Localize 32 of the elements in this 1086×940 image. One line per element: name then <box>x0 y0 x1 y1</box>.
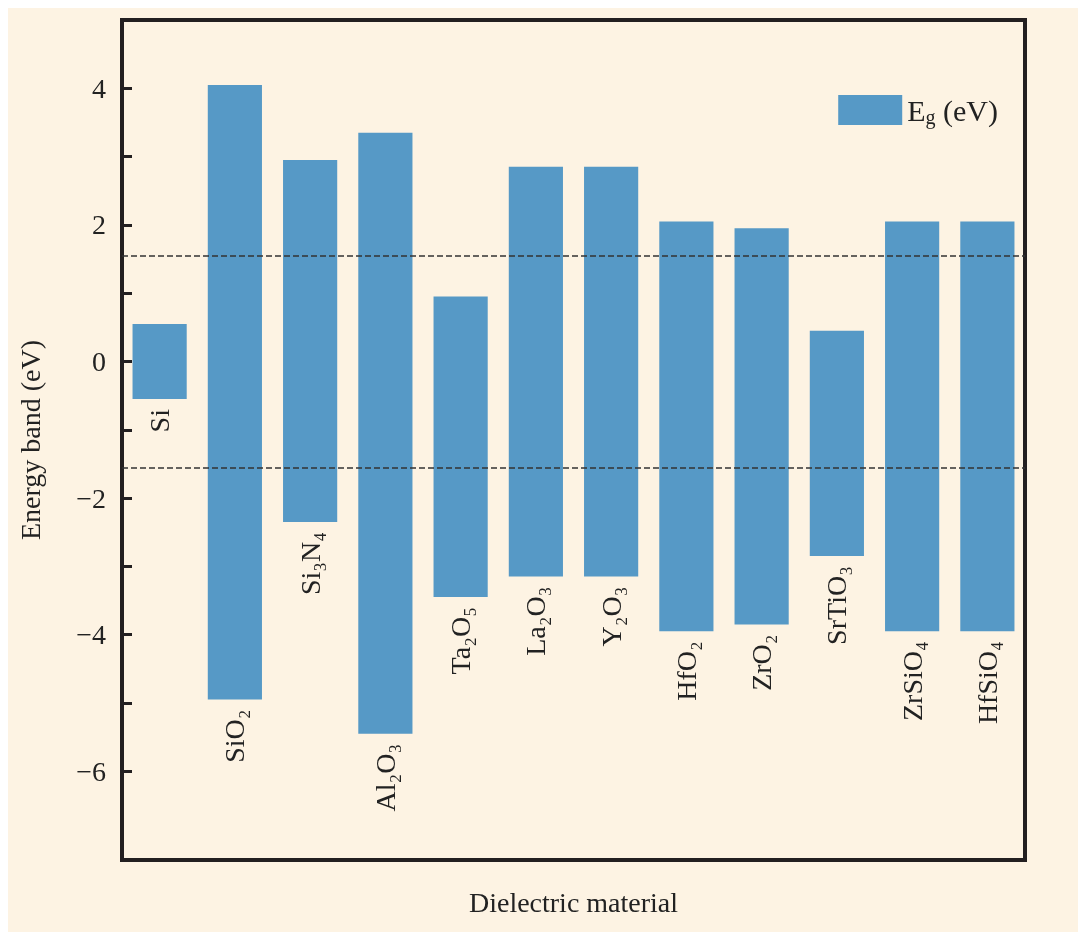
bar <box>734 228 789 625</box>
bar <box>659 221 714 632</box>
x-tick-label: SrTiO₃ <box>821 566 853 645</box>
bar <box>508 166 563 577</box>
y-tick-label: 0 <box>92 345 106 377</box>
x-tick-label: HfO₂ <box>670 641 702 701</box>
x-tick-label: ZrO₂ <box>746 634 778 691</box>
y-tick-label: −4 <box>76 619 106 651</box>
y-tick-label: 2 <box>92 209 106 241</box>
x-tick-label: Si₃N₄ <box>294 531 326 596</box>
y-tick-label: −6 <box>76 755 106 787</box>
x-tick-label: Ta₂O₅ <box>445 607 477 675</box>
bar <box>885 221 940 632</box>
bar <box>960 221 1015 632</box>
x-tick-label: La₂O₃ <box>520 586 552 656</box>
bar <box>809 330 864 557</box>
x-axis-title: Dielectric material <box>468 886 679 918</box>
bar <box>207 84 262 700</box>
bar <box>433 296 488 598</box>
bar <box>132 323 187 400</box>
x-tick-label: Si <box>144 408 176 433</box>
y-tick-label: 4 <box>92 72 106 104</box>
x-tick-label: ZrSiO₄ <box>896 641 928 721</box>
x-tick-label: Y₂O₃ <box>595 586 627 647</box>
bar <box>358 132 413 734</box>
x-tick-label: Al₂O₃ <box>369 743 401 812</box>
x-tick-label: SiO₂ <box>219 709 251 763</box>
y-axis-title: Energy band (eV) <box>14 339 46 541</box>
bar <box>584 166 639 577</box>
x-tick-label: HfSiO₄ <box>971 641 1003 725</box>
bar <box>283 160 338 522</box>
y-tick-label: −2 <box>76 482 106 514</box>
